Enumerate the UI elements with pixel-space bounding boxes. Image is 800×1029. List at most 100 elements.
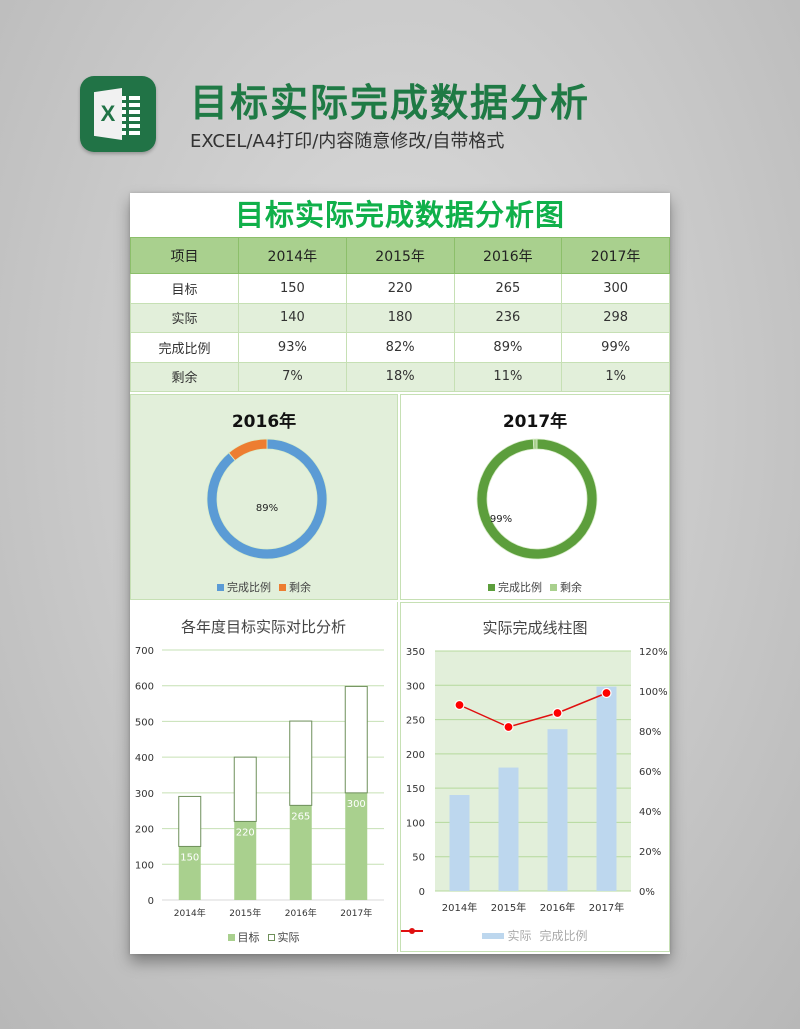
x-tick-label: 2016年	[285, 907, 317, 919]
combo-bar-line-chart[interactable]: 实际完成线柱图 0 50 100 150 200 250 300 350 0% 20% 40% 60%…	[400, 602, 670, 952]
donut-chart-2016[interactable]: 2016年 89% 完成比例 剩余	[130, 394, 398, 600]
header-subtitle: EXCEL/A4打印/内容随意修改/自带格式	[190, 131, 505, 152]
header-cell[interactable]: 2016年	[453, 237, 563, 274]
table-header-row: 项目 2014年 2015年 2016年 2017年	[130, 237, 670, 274]
x-tick-label: 2017年	[340, 907, 372, 919]
legend-label: 目标	[237, 931, 260, 944]
table-cell[interactable]: 7%	[238, 361, 347, 392]
y2-tick-label: 20%	[639, 847, 661, 858]
header-cell[interactable]: 2017年	[561, 237, 670, 274]
donut-segment[interactable]	[206, 438, 328, 560]
table-cell[interactable]: 180	[345, 302, 455, 333]
legend-label: 实际	[507, 929, 532, 943]
chart-title: 各年度目标实际对比分析	[180, 618, 346, 636]
combo-chart-svg: 0 50 100 150 200 250 300 350 0% 20% 40% 60% 80% 100% 1…	[406, 647, 668, 914]
table-cell[interactable]: 93%	[238, 332, 347, 363]
table-cell[interactable]: 140	[238, 302, 347, 333]
charts-area: 2016年 89% 完成比例 剩余 2017年 99% 完成比例	[130, 392, 670, 952]
legend-label: 剩余	[560, 581, 582, 594]
line-marker-icon	[401, 928, 423, 934]
stacked-bar-chart[interactable]: 各年度目标实际对比分析 0 100 200 300 400 500 600 700 150 201…	[130, 602, 398, 952]
y-tick-label: 400	[135, 753, 154, 764]
header-cell[interactable]: 2014年	[238, 237, 347, 274]
line-point[interactable]	[454, 699, 465, 711]
chart-title: 2017年	[502, 412, 568, 432]
bar-actual[interactable]	[547, 729, 568, 891]
bar-target[interactable]	[178, 846, 201, 900]
y-tick-label: 150	[406, 784, 425, 795]
legend-item: 完成比例	[217, 579, 271, 595]
y-tick-label: 0	[148, 896, 154, 907]
table-cell[interactable]: 99%	[561, 332, 670, 363]
legend-label: 剩余	[289, 581, 311, 594]
table-cell[interactable]: 11%	[453, 361, 563, 392]
bar-target[interactable]	[345, 792, 368, 900]
y-tick-label: 600	[135, 682, 154, 693]
row-label[interactable]: 完成比例	[130, 332, 239, 363]
y2-tick-label: 60%	[639, 767, 661, 778]
y-tick-label: 300	[406, 681, 425, 692]
table-cell[interactable]: 300	[561, 273, 670, 304]
data-table: 项目 2014年 2015年 2016年 2017年 目标 150 220 26…	[130, 237, 670, 392]
sheet-title: 目标实际完成数据分析图	[234, 198, 565, 232]
line-point[interactable]	[503, 721, 514, 733]
y-tick-label: 200	[135, 825, 154, 836]
bar-target[interactable]	[234, 821, 257, 900]
bar-actual[interactable]	[233, 756, 257, 822]
donut-segment[interactable]	[476, 438, 598, 560]
row-label[interactable]: 目标	[130, 273, 239, 304]
donut-segment[interactable]	[228, 438, 268, 462]
bar-actual[interactable]	[449, 795, 470, 891]
table-cell[interactable]: 150	[238, 273, 347, 304]
table-cell[interactable]: 1%	[561, 361, 670, 392]
y-tick-label: 50	[412, 853, 425, 864]
x-tick-label: 2017年	[589, 901, 624, 914]
y2-tick-label: 80%	[639, 727, 661, 738]
bar-target[interactable]	[289, 805, 312, 900]
y-tick-label: 100	[135, 860, 154, 871]
legend-swatch-icon	[267, 933, 275, 941]
y-tick-label: 350	[406, 647, 425, 658]
y2-tick-label: 0%	[639, 887, 655, 898]
bar-actual[interactable]	[498, 767, 519, 891]
legend-swatch-icon	[482, 932, 505, 939]
bar-actual[interactable]	[289, 720, 313, 806]
chart-title: 2016年	[231, 412, 297, 432]
y2-tick-label: 100%	[639, 687, 668, 698]
legend-item: 剩余	[279, 579, 311, 595]
table-cell[interactable]: 18%	[345, 361, 455, 392]
table-cell[interactable]: 265	[453, 273, 563, 304]
bar-actual[interactable]	[178, 795, 202, 847]
table-cell[interactable]: 220	[345, 273, 455, 304]
donut-svg: 99%	[476, 438, 598, 560]
legend-item: 实际	[267, 929, 300, 945]
row-label[interactable]: 剩余	[130, 361, 239, 392]
header-cell[interactable]: 2015年	[345, 237, 455, 274]
bar-actual[interactable]	[596, 686, 617, 891]
legend-item: 剩余	[550, 579, 582, 595]
donut-chart-2017[interactable]: 2017年 99% 完成比例 剩余	[400, 394, 670, 600]
header-cell[interactable]: 项目	[130, 237, 239, 274]
row-label[interactable]: 实际	[130, 302, 239, 333]
table-cell[interactable]: 82%	[345, 332, 455, 363]
legend-label: 完成比例	[539, 929, 588, 943]
table-cell[interactable]: 89%	[453, 332, 563, 363]
table-row: 完成比例 93% 82% 89% 99%	[130, 332, 670, 363]
bar-actual[interactable]	[344, 685, 368, 794]
line-point[interactable]	[601, 687, 612, 699]
chart-legend: 完成比例 剩余	[401, 579, 669, 595]
chart-title: 实际完成线柱图	[482, 619, 588, 637]
line-point[interactable]	[552, 707, 563, 719]
x-tick-label: 2015年	[229, 907, 261, 919]
legend-item: 完成比例	[401, 927, 588, 944]
table-cell[interactable]: 236	[453, 302, 563, 333]
legend-label: 完成比例	[498, 581, 542, 594]
bar-value-label: 265	[291, 811, 310, 822]
chart-legend: 目标 实际	[130, 929, 397, 945]
table-row: 实际 140 180 236 298	[130, 302, 670, 333]
donut-segment[interactable]	[532, 438, 538, 450]
x-tick-label: 2014年	[442, 901, 477, 914]
table-cell[interactable]: 298	[561, 302, 670, 333]
legend-swatch-icon	[217, 583, 224, 591]
x-tick-label: 2016年	[540, 901, 575, 914]
